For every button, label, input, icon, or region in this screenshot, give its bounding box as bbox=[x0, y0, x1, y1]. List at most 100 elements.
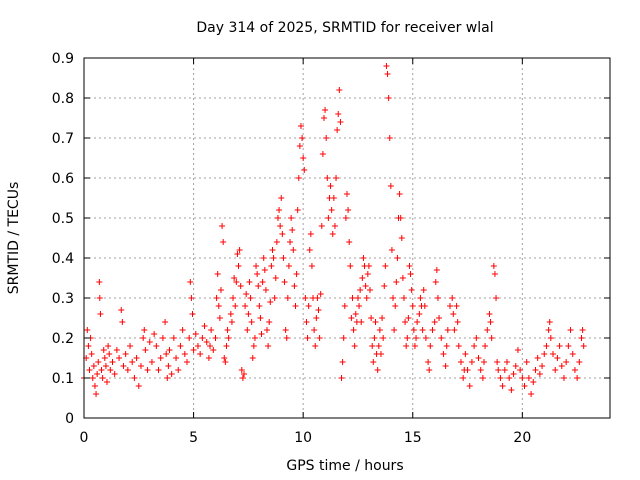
data-point bbox=[253, 263, 260, 269]
data-point bbox=[262, 287, 269, 293]
data-point bbox=[348, 315, 355, 321]
data-point bbox=[432, 279, 439, 285]
data-point bbox=[111, 371, 118, 377]
data-point bbox=[94, 371, 101, 377]
data-point bbox=[302, 295, 309, 301]
x-tick-labels: 0 5 10 15 20 bbox=[80, 430, 532, 446]
data-point bbox=[431, 319, 438, 325]
data-point bbox=[488, 335, 495, 341]
data-point bbox=[329, 231, 336, 237]
data-point bbox=[371, 335, 378, 341]
data-point bbox=[390, 295, 397, 301]
data-point bbox=[296, 143, 303, 149]
data-point bbox=[89, 375, 96, 381]
chart-title: Day 314 of 2025, SRMTID for receiver wla… bbox=[196, 20, 493, 36]
data-point bbox=[234, 251, 241, 257]
data-point bbox=[190, 347, 197, 353]
data-point bbox=[429, 327, 436, 333]
data-point bbox=[222, 359, 229, 365]
data-point bbox=[217, 287, 224, 293]
x-tick-label: 20 bbox=[513, 430, 531, 446]
data-point bbox=[451, 327, 458, 333]
data-point bbox=[259, 279, 266, 285]
data-point bbox=[402, 319, 409, 325]
data-point bbox=[151, 331, 158, 337]
data-point bbox=[148, 359, 155, 365]
data-point bbox=[501, 367, 508, 373]
data-point bbox=[317, 291, 324, 297]
data-point bbox=[468, 359, 475, 365]
data-point bbox=[205, 355, 212, 361]
y-tick-label: 0.5 bbox=[52, 211, 74, 227]
data-point bbox=[235, 263, 242, 269]
data-point bbox=[314, 295, 321, 301]
data-point bbox=[413, 335, 420, 341]
data-point bbox=[391, 327, 398, 333]
data-point bbox=[281, 279, 288, 285]
data-point bbox=[305, 303, 312, 309]
data-point bbox=[228, 319, 235, 325]
data-point bbox=[144, 367, 151, 373]
data-point bbox=[419, 327, 426, 333]
data-point bbox=[141, 327, 148, 333]
data-point bbox=[273, 239, 280, 245]
data-point bbox=[224, 327, 231, 333]
data-point bbox=[289, 227, 296, 233]
data-point bbox=[425, 359, 432, 365]
data-point bbox=[250, 343, 257, 349]
data-point bbox=[90, 363, 97, 369]
data-point bbox=[118, 307, 125, 313]
data-point bbox=[403, 343, 410, 349]
data-point bbox=[406, 263, 413, 269]
data-point bbox=[336, 87, 343, 93]
data-point bbox=[294, 207, 301, 213]
data-point bbox=[475, 355, 482, 361]
data-point bbox=[316, 335, 323, 341]
data-point bbox=[168, 371, 175, 377]
data-point bbox=[333, 175, 340, 181]
data-point bbox=[421, 303, 428, 309]
data-point bbox=[124, 367, 131, 373]
data-point bbox=[495, 367, 502, 373]
data-point bbox=[409, 303, 416, 309]
data-point bbox=[408, 287, 415, 293]
data-point bbox=[578, 335, 585, 341]
data-point bbox=[365, 263, 372, 269]
y-tick-label: 0 bbox=[65, 411, 74, 427]
data-point bbox=[374, 367, 381, 373]
data-point bbox=[420, 287, 427, 293]
data-point bbox=[277, 223, 284, 229]
axis-ticks bbox=[83, 57, 610, 419]
data-point bbox=[327, 183, 334, 189]
data-point bbox=[184, 359, 191, 365]
data-point bbox=[146, 339, 153, 345]
data-point bbox=[514, 347, 521, 353]
data-point bbox=[159, 335, 166, 341]
data-point bbox=[580, 343, 587, 349]
y-axis-title: SRMTID / TECUs bbox=[6, 182, 22, 295]
data-point bbox=[291, 283, 298, 289]
data-point bbox=[550, 351, 557, 357]
data-point bbox=[552, 367, 559, 373]
data-point bbox=[427, 343, 434, 349]
data-point bbox=[282, 327, 289, 333]
data-point bbox=[359, 275, 366, 281]
data-point bbox=[97, 311, 104, 317]
data-point bbox=[338, 375, 345, 381]
data-point bbox=[113, 347, 120, 353]
data-point bbox=[290, 247, 297, 253]
data-point bbox=[331, 223, 338, 229]
data-point bbox=[199, 335, 206, 341]
data-point bbox=[254, 271, 261, 277]
data-point bbox=[453, 303, 460, 309]
data-point bbox=[315, 307, 322, 313]
data-point bbox=[307, 231, 314, 237]
data-point bbox=[367, 287, 374, 293]
data-point bbox=[219, 223, 226, 229]
data-point bbox=[536, 371, 543, 377]
data-point bbox=[571, 367, 578, 373]
data-point bbox=[479, 375, 486, 381]
data-point bbox=[300, 155, 307, 161]
data-point bbox=[245, 311, 252, 317]
x-tick-label: 0 bbox=[80, 430, 89, 446]
